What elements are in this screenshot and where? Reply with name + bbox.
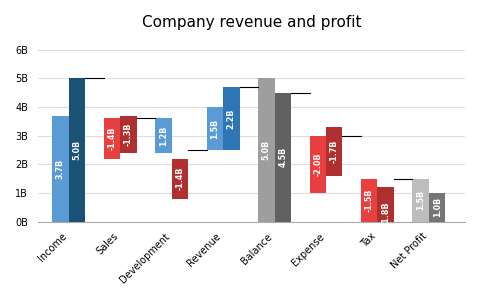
Text: 5.0B: 5.0B [72, 140, 81, 160]
Bar [206, 107, 223, 150]
Text: -1.4B: -1.4B [175, 167, 184, 190]
Bar [155, 118, 171, 153]
Text: 1.2B: 1.2B [159, 125, 168, 146]
Bar [310, 136, 326, 193]
Bar [69, 78, 85, 222]
Bar [52, 116, 69, 222]
Text: 4.5B: 4.5B [278, 147, 287, 167]
Bar [412, 178, 429, 222]
Bar [120, 116, 137, 153]
Text: -1.8B: -1.8B [381, 201, 390, 225]
Text: 2.2B: 2.2B [227, 108, 236, 129]
Text: 5.0B: 5.0B [262, 140, 271, 160]
Text: 1.5B: 1.5B [416, 190, 425, 210]
Text: 1.0B: 1.0B [432, 197, 442, 218]
Text: -1.5B: -1.5B [365, 188, 374, 212]
Bar [361, 178, 377, 222]
Text: -1.4B: -1.4B [108, 127, 116, 150]
Bar [258, 78, 275, 222]
Bar [104, 118, 120, 158]
Title: Company revenue and profit: Company revenue and profit [142, 15, 361, 30]
Bar [275, 93, 291, 222]
Bar [377, 187, 394, 239]
Text: 3.7B: 3.7B [56, 158, 65, 179]
Bar [171, 158, 188, 199]
Text: -1.3B: -1.3B [124, 122, 133, 146]
Bar [223, 87, 240, 150]
Bar [429, 193, 445, 222]
Text: -2.0B: -2.0B [313, 152, 322, 176]
Text: -1.7B: -1.7B [330, 140, 339, 163]
Text: 1.5B: 1.5B [210, 118, 219, 139]
Bar [326, 127, 342, 176]
